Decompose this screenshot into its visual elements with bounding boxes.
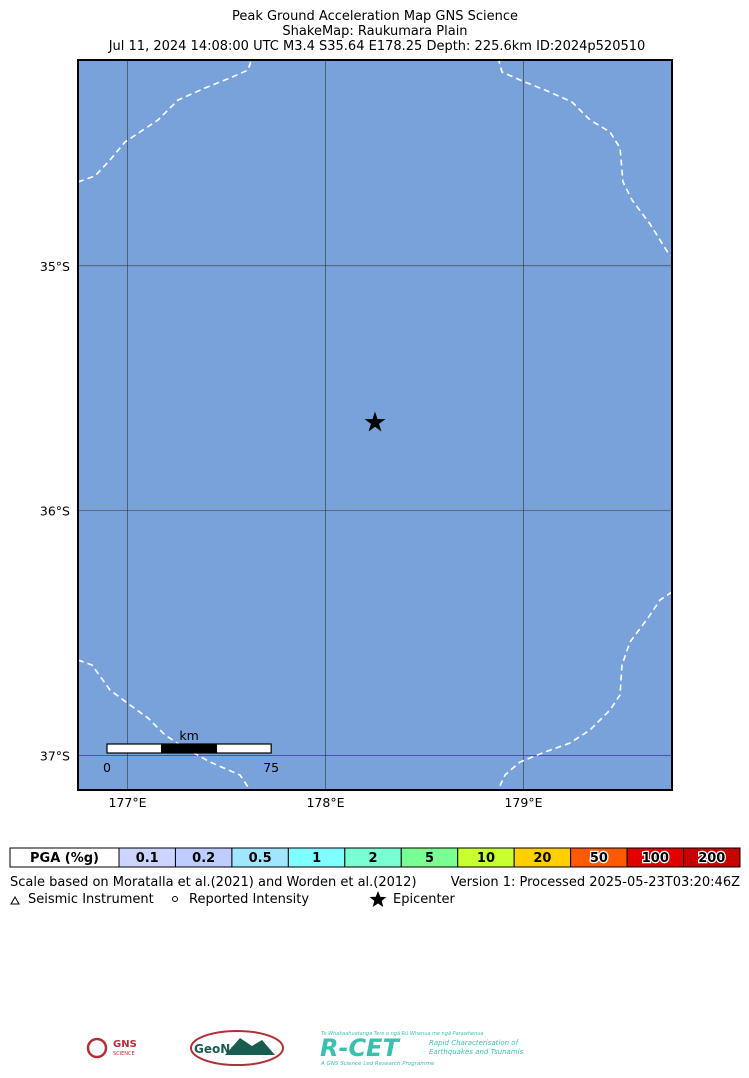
legend-label: 0.2 bbox=[192, 851, 215, 866]
lon-tick-label: 179°E bbox=[504, 795, 542, 810]
coastline bbox=[78, 60, 672, 790]
key-label: Epicenter bbox=[393, 892, 456, 907]
legend-swatch bbox=[683, 847, 741, 868]
key-label: Seismic Instrument bbox=[28, 892, 154, 907]
lon-tick-label: 177°E bbox=[108, 795, 146, 810]
legend-label: 5 bbox=[425, 851, 434, 866]
scale-bar-segment bbox=[106, 743, 163, 754]
map-frame bbox=[77, 59, 673, 791]
legend-title: PGA (%g) bbox=[30, 851, 99, 866]
scale-note: Scale based on Moratalla et al.(2021) an… bbox=[10, 875, 417, 890]
notes: Scale based on Moratalla et al.(2021) an… bbox=[10, 875, 740, 907]
coast-path bbox=[497, 60, 671, 257]
legend-label: 100 bbox=[642, 851, 669, 866]
version-note: Version 1: Processed 2025-05-23T03:20:46… bbox=[451, 875, 740, 890]
lat-tick-label: 35°S bbox=[40, 259, 70, 274]
lat-tick-label: 37°S bbox=[40, 749, 70, 764]
gns-icon bbox=[86, 1037, 108, 1059]
scale-bar-segment bbox=[161, 743, 218, 754]
header: Peak Ground Acceleration Map GNS Science… bbox=[108, 9, 646, 54]
lon-tick-label: 178°E bbox=[306, 795, 344, 810]
lat-tick-label: 36°S bbox=[40, 504, 70, 519]
title-line: ShakeMap: Raukumara Plain bbox=[282, 24, 467, 39]
epicenter-layer bbox=[364, 411, 386, 432]
geonet-ring bbox=[190, 1030, 284, 1066]
title-line: Jul 11, 2024 14:08:00 UTC M3.4 S35.64 E1… bbox=[108, 39, 646, 54]
rcet-text: Rapid Characterisation of bbox=[429, 1039, 520, 1047]
coast-path bbox=[78, 60, 253, 183]
graticule bbox=[78, 60, 672, 790]
epicenter-icon bbox=[369, 891, 387, 907]
legend-label: 200 bbox=[698, 851, 725, 866]
coast-path bbox=[78, 659, 251, 790]
legend-label: 20 bbox=[533, 851, 551, 866]
scale-bar-segment bbox=[215, 743, 272, 754]
instrument-icon bbox=[10, 895, 20, 905]
gns-logo-text: SCIENCE bbox=[113, 1051, 135, 1057]
legend-label: 1 bbox=[312, 851, 321, 866]
title-line: Peak Ground Acceleration Map GNS Science bbox=[232, 9, 518, 24]
epicenter bbox=[364, 411, 386, 432]
legend-label: 50 bbox=[590, 851, 608, 866]
axis-labels: 177°E 178°E 179°E 35°S 36°S 37°S bbox=[40, 259, 543, 810]
legend-label: 0.1 bbox=[136, 851, 159, 866]
gns-logo-text: GNS bbox=[113, 1039, 137, 1050]
scale-bar-label: 75 bbox=[263, 760, 279, 775]
legend-label: 2 bbox=[369, 851, 378, 866]
scale-bar-unit: km bbox=[179, 728, 198, 743]
scale-bar: 0 75 km bbox=[103, 728, 279, 775]
coast-path bbox=[497, 591, 672, 790]
rcet-text: Earthquakes and Tsunamis bbox=[429, 1048, 524, 1056]
legend-label: 10 bbox=[477, 851, 495, 866]
logos: GNS SCIENCE GeoNet Te Whakaahuatanga Ter… bbox=[86, 1030, 524, 1067]
pga-legend: PGA (%g) 0.1 0.2 0.5 1 2 5 10 20 50 100 200 bbox=[9, 847, 741, 868]
rcet-text: A GNS Science Led Research Programme bbox=[320, 1061, 435, 1067]
geonet-mountain bbox=[225, 1038, 275, 1055]
legend-label: 0.5 bbox=[249, 851, 272, 866]
geonet-logo-text: GeoNet bbox=[194, 1042, 244, 1056]
key-label: Reported Intensity bbox=[189, 892, 309, 907]
rcet-text: Te Whakaahuatanga Tere o ngā Rū Whenua m… bbox=[321, 1031, 483, 1037]
scale-bar-label: 0 bbox=[103, 760, 111, 775]
intensity-icon bbox=[172, 896, 178, 902]
rcet-name: R-CET bbox=[320, 1034, 400, 1062]
